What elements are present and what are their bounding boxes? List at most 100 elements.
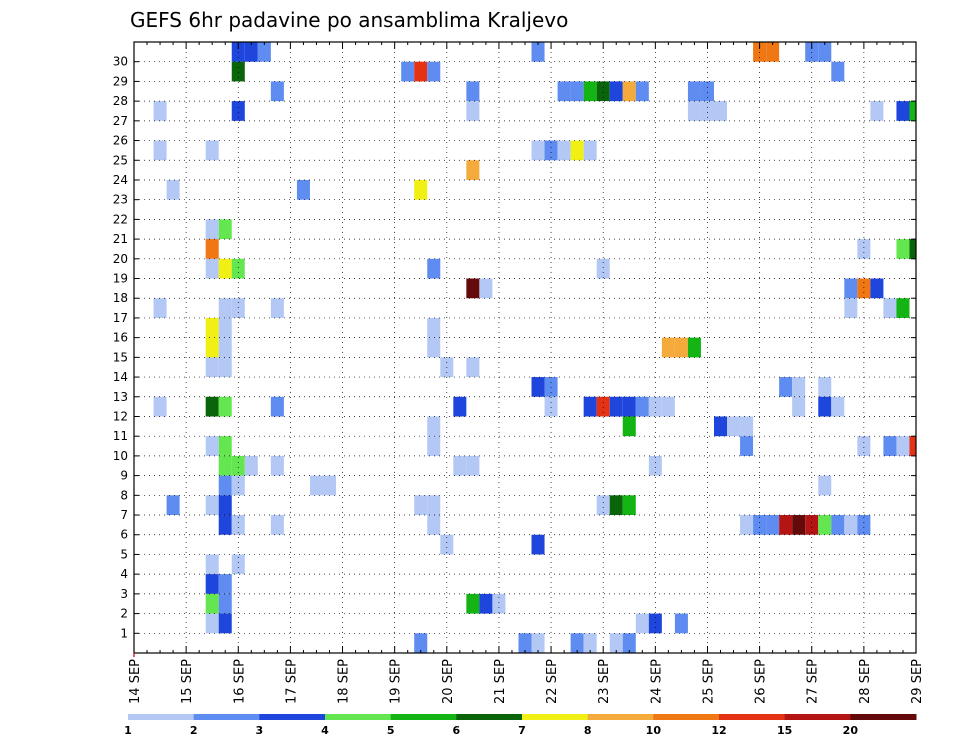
heatmap-cell: [753, 515, 767, 535]
heatmap-cell: [531, 534, 545, 555]
heatmap-cell: [896, 101, 910, 121]
heatmap-cell: [166, 179, 180, 200]
heatmap-cell: [844, 515, 858, 535]
heatmap-cell: [596, 81, 610, 102]
heatmap-cell: [557, 81, 571, 102]
axis-ticks: [133, 42, 917, 657]
heatmap-cell: [205, 396, 219, 417]
y-tick-label: 20: [113, 252, 128, 266]
x-tick-label: 18 SEP: [337, 659, 352, 704]
x-tick-label: 24 SEP: [649, 659, 664, 704]
heatmap-cell: [687, 337, 701, 358]
heatmap-cell: [896, 239, 910, 259]
heatmap-cell: [401, 61, 415, 82]
heatmap-cell: [831, 396, 845, 417]
heatmap-cell: [622, 633, 636, 653]
heatmap-cell: [231, 258, 245, 279]
colorbar-label: 3: [256, 724, 264, 737]
y-tick-label: 9: [120, 469, 128, 483]
heatmap-cell: [414, 495, 428, 516]
heatmap-cell: [231, 42, 245, 62]
y-tick-label: 13: [113, 390, 128, 404]
heatmap-cell: [896, 436, 910, 456]
heatmap-cell: [909, 436, 916, 456]
colorbar-swatch: [653, 714, 720, 720]
heatmap-cell: [153, 140, 167, 161]
heatmap-cell: [805, 42, 819, 62]
heatmap-cell: [218, 455, 232, 476]
heatmap-cell: [322, 475, 337, 496]
heatmap-cell: [231, 61, 245, 82]
x-tick-label: 20 SEP: [441, 659, 456, 704]
heatmap-cell: [166, 495, 180, 516]
y-tick-label: 30: [113, 55, 128, 69]
heatmap-cell: [700, 101, 714, 121]
heatmap-cell: [609, 633, 623, 653]
heatmap-cell: [218, 495, 232, 516]
heatmap-cell: [531, 140, 545, 161]
y-tick-label: 25: [113, 153, 128, 167]
x-tick-label: 16 SEP: [232, 659, 247, 704]
heatmap-cell: [857, 436, 871, 456]
heatmap-cell: [740, 515, 754, 535]
y-tick-label: 21: [113, 232, 128, 246]
heatmap-cell: [687, 101, 701, 121]
y-tick-label: 4: [120, 567, 128, 581]
heatmap-cell: [583, 140, 597, 161]
heatmap-cell: [218, 317, 232, 338]
heatmap-cell: [453, 396, 467, 417]
heatmap-cell: [218, 574, 232, 594]
heatmap-cell: [661, 337, 675, 358]
heatmap-cell: [596, 396, 610, 417]
x-tick-label: 19 SEP: [389, 659, 404, 704]
y-axis-labels: 1234567891011121314151617181920212223242…: [113, 55, 128, 641]
heatmap-cell: [414, 179, 428, 200]
heatmap-cell: [661, 396, 675, 417]
heatmap-cell: [622, 396, 636, 417]
x-tick-label: 25 SEP: [701, 659, 716, 704]
heatmap-cell: [596, 258, 610, 279]
heatmap-cell: [427, 416, 441, 437]
heatmap-cell: [205, 593, 219, 614]
heatmap-cell: [205, 317, 219, 338]
heatmap-cell: [753, 42, 767, 62]
colorbar-swatch: [390, 714, 457, 720]
x-tick-label: 22 SEP: [545, 659, 560, 704]
heatmap-cell: [218, 593, 232, 614]
colorbar-swatch: [193, 714, 260, 720]
colorbar-swatch: [259, 714, 326, 720]
heatmap-cell: [583, 633, 597, 653]
y-tick-label: 28: [113, 94, 128, 108]
y-tick-label: 5: [120, 547, 128, 561]
x-tick-label: 27 SEP: [806, 659, 821, 704]
colorbar-label: 7: [518, 724, 526, 737]
heatmap-cell: [713, 101, 728, 121]
heatmap-cell: [792, 515, 806, 535]
heatmap-cell: [648, 396, 662, 417]
heatmap-cell: [414, 61, 428, 82]
y-tick-label: 10: [113, 449, 128, 463]
heatmap-cell: [205, 239, 219, 259]
y-tick-label: 6: [120, 528, 128, 542]
heatmap-cell: [466, 357, 480, 378]
y-tick-label: 22: [113, 212, 128, 226]
heatmap-cell: [205, 574, 219, 594]
heatmap-cell: [857, 515, 871, 535]
heatmap-cell: [205, 219, 219, 240]
heatmap-cell: [427, 495, 441, 516]
heatmap-cell: [231, 298, 245, 318]
x-tick-label: 23 SEP: [597, 659, 612, 704]
heatmap-cell: [740, 416, 754, 437]
heatmap-cell: [270, 298, 284, 318]
heatmap-cell: [218, 475, 232, 496]
heatmap-cell: [257, 42, 271, 62]
heatmap-cell: [766, 42, 780, 62]
heatmap-cell: [570, 81, 584, 102]
heatmap-cell: [609, 495, 623, 516]
heatmap-cell: [427, 258, 441, 279]
heatmap-cell: [727, 416, 741, 437]
y-tick-label: 11: [113, 429, 128, 443]
heatmap-cell: [270, 455, 284, 476]
y-tick-label: 27: [113, 114, 128, 128]
heatmap-cell: [231, 101, 245, 121]
